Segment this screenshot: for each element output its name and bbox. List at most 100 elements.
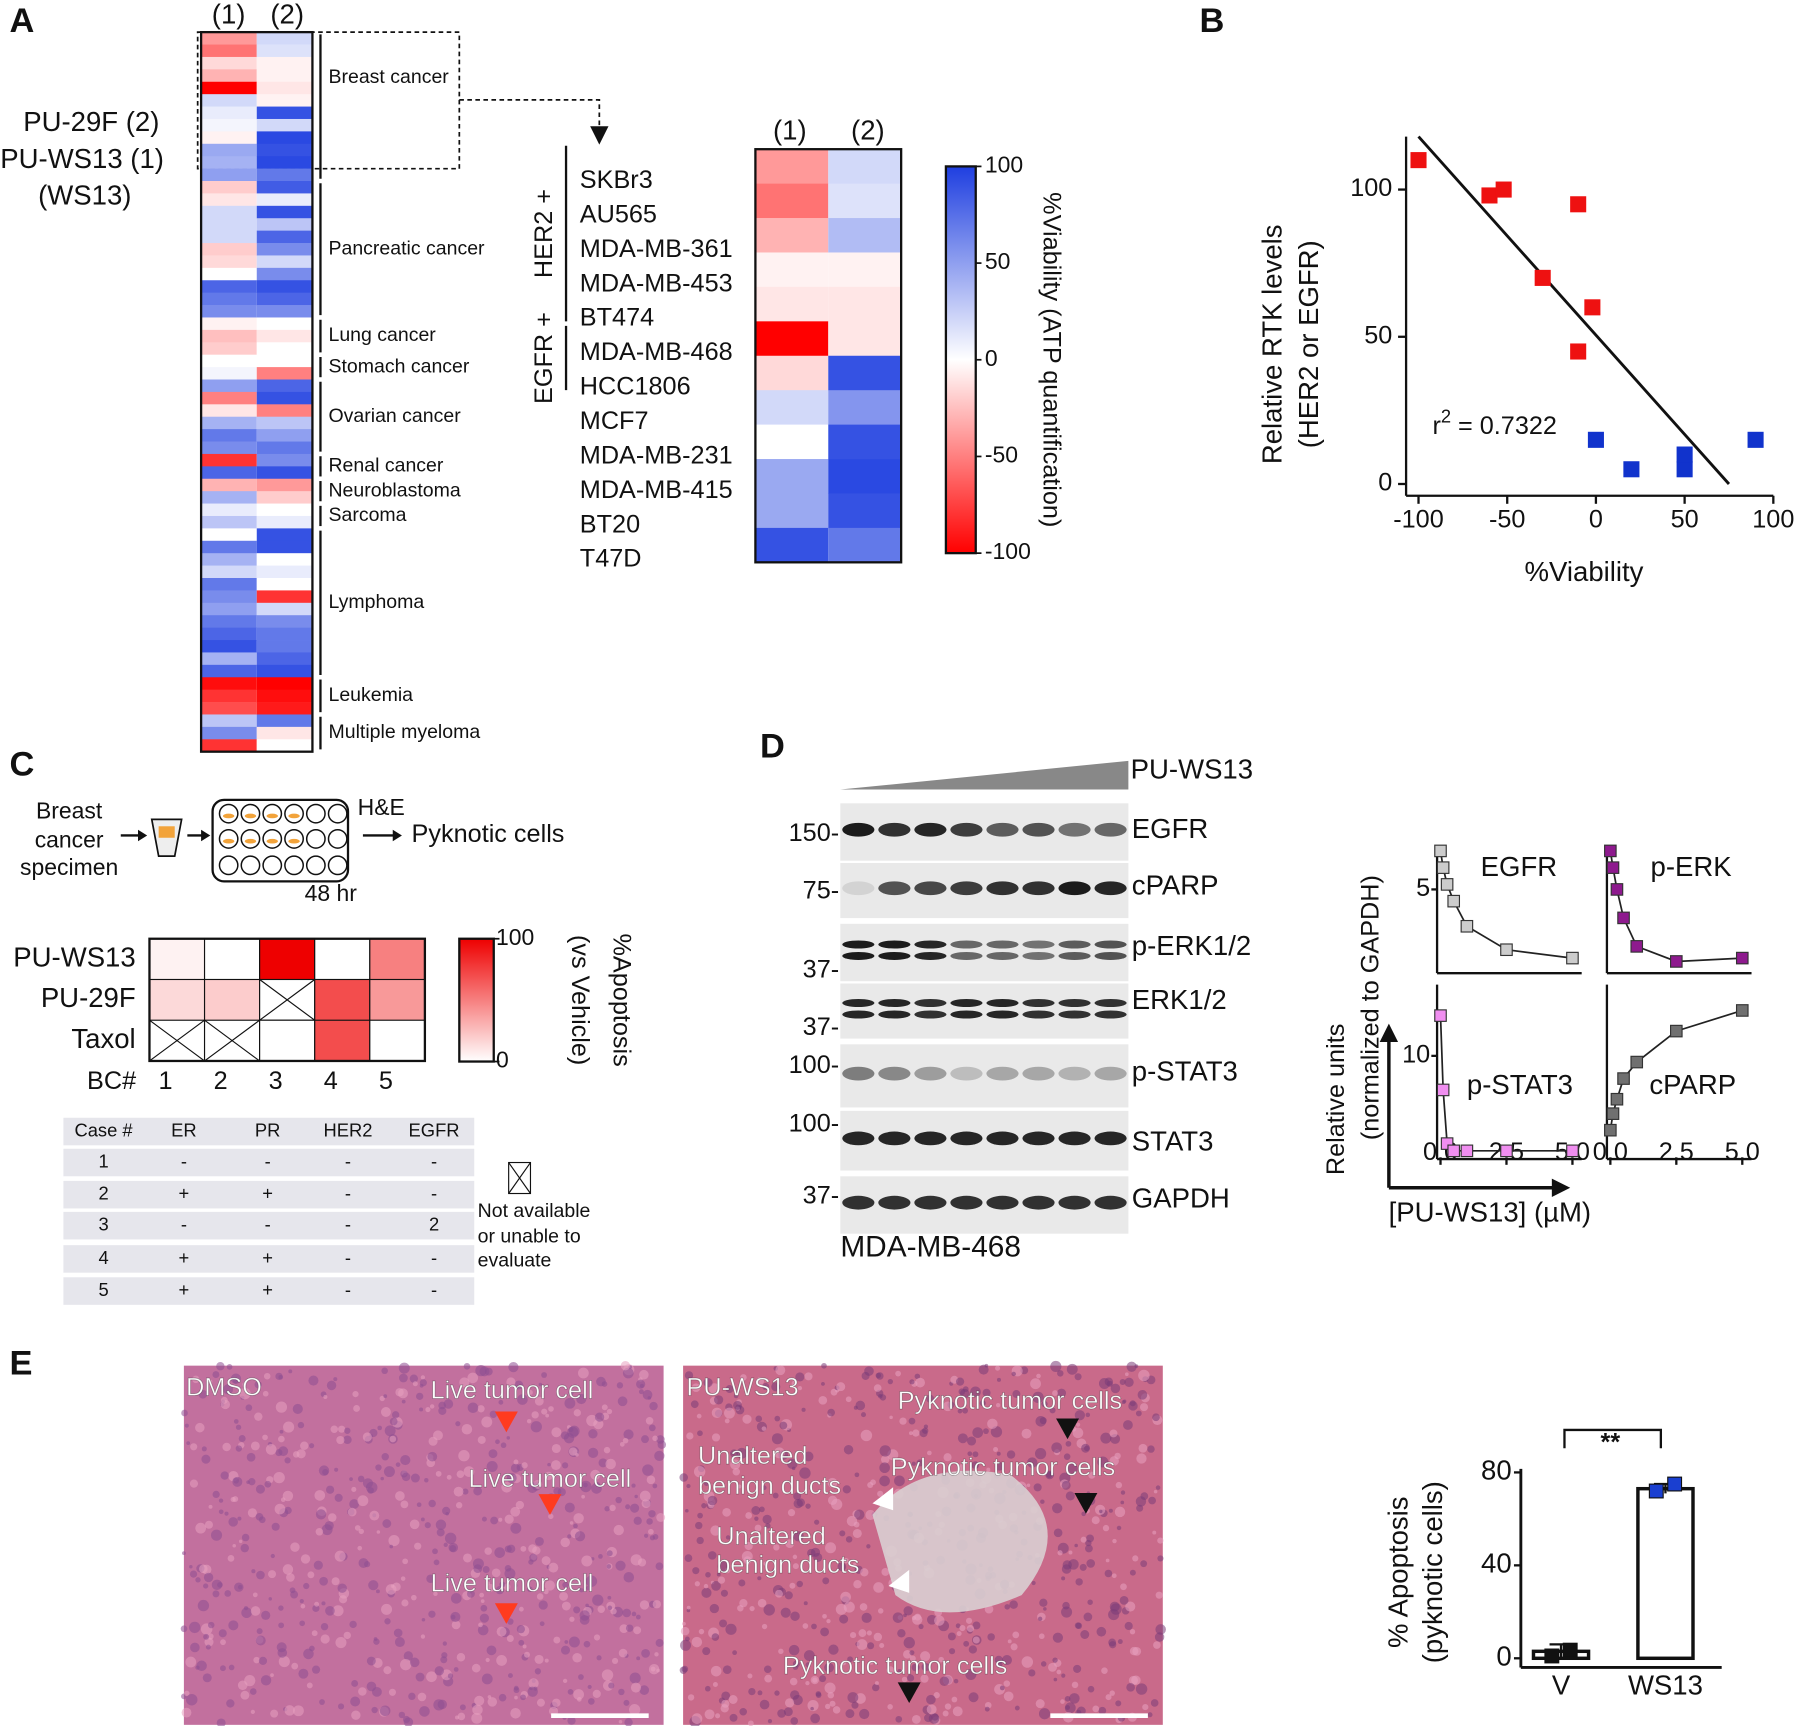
cell-texture (1075, 1622, 1083, 1630)
cell-texture (755, 1377, 764, 1386)
blot-band (986, 881, 1019, 896)
cell-texture (807, 1699, 819, 1712)
cell-texture (968, 1645, 977, 1654)
row-label: BT474 (580, 304, 654, 332)
cell-texture (240, 1543, 249, 1553)
cell-texture (860, 1412, 867, 1418)
cell-texture (984, 1706, 990, 1712)
cell-texture (1152, 1413, 1160, 1422)
cell-texture (208, 1621, 215, 1629)
heatmap-cell (201, 391, 257, 405)
cell-texture (398, 1711, 406, 1719)
table-cell: - (181, 1213, 187, 1234)
cell-texture (428, 1499, 436, 1508)
cell-texture (982, 1388, 991, 1397)
cell-texture (1065, 1440, 1072, 1447)
cell-texture (911, 1461, 916, 1466)
cell-texture (579, 1588, 584, 1593)
cell-texture (351, 1486, 357, 1492)
cell-texture (573, 1689, 584, 1700)
well-tissue (222, 838, 235, 844)
cell-texture (622, 1437, 629, 1444)
cell-texture (704, 1685, 711, 1692)
cell-texture (233, 1419, 239, 1424)
cell-texture (486, 1645, 497, 1656)
heatmap-cell (201, 218, 257, 231)
table-cell: 5 (98, 1279, 108, 1300)
x-tick-label: 2.5 (1659, 1138, 1694, 1166)
blot-band (1022, 951, 1055, 960)
data-point (1667, 1476, 1683, 1492)
cell-texture (1060, 1699, 1065, 1704)
cell-texture (730, 1449, 739, 1458)
na-cross (259, 979, 316, 1021)
cell-texture (204, 1637, 214, 1647)
cell-texture (725, 1385, 734, 1394)
cell-texture (687, 1694, 695, 1701)
cell-texture (739, 1598, 748, 1608)
cell-texture (778, 1648, 784, 1655)
cell-texture (926, 1694, 936, 1705)
cell-texture (243, 1606, 249, 1611)
cell-texture (255, 1484, 265, 1494)
cell-texture (1108, 1638, 1117, 1647)
cell-texture (847, 1692, 859, 1703)
cell-texture (822, 1577, 830, 1585)
heatmap-cell (256, 540, 313, 554)
cell-texture (306, 1682, 313, 1689)
cell-texture (642, 1464, 654, 1476)
blot-band (878, 1010, 911, 1019)
cell-texture (957, 1408, 963, 1414)
cell-texture (887, 1378, 894, 1385)
cell-texture (1120, 1583, 1127, 1591)
cell-texture (320, 1634, 330, 1644)
cell-texture (419, 1383, 424, 1388)
trend-line (1417, 135, 1731, 485)
blot-band (842, 1066, 875, 1081)
cell-texture (810, 1713, 820, 1724)
cell-texture (201, 1446, 207, 1452)
heatmap-cell (314, 1019, 371, 1062)
cell-texture (292, 1705, 304, 1717)
cell-texture (401, 1472, 411, 1482)
cell-texture (686, 1432, 694, 1440)
cell-texture (288, 1369, 293, 1374)
cell-texture (419, 1407, 424, 1412)
heatmap-cell (203, 938, 261, 981)
cell-texture (369, 1510, 380, 1521)
cell-texture (999, 1685, 1005, 1691)
annotation: Unaltered (716, 1522, 825, 1550)
heatmap-cell (201, 404, 257, 418)
cell-texture (805, 1503, 811, 1509)
cell-texture (237, 1680, 248, 1691)
heatmap-cell (201, 714, 257, 728)
heatmap-cell (256, 305, 313, 318)
cell-texture (481, 1516, 487, 1522)
cell-texture (383, 1666, 392, 1675)
annotation: benign ducts (716, 1551, 859, 1579)
well (327, 855, 348, 876)
cell-texture (246, 1480, 250, 1485)
heatmap-cell (828, 218, 902, 253)
well (305, 828, 326, 849)
blot-band (950, 1010, 983, 1019)
cell-texture (983, 1428, 989, 1435)
cell-texture (564, 1397, 576, 1409)
cell-texture (625, 1504, 631, 1510)
cell-texture (633, 1516, 642, 1525)
cell-texture (560, 1645, 570, 1655)
cell-texture (1110, 1603, 1122, 1615)
cell-texture (624, 1718, 633, 1726)
cell-texture (851, 1701, 859, 1709)
cell-texture (596, 1655, 602, 1661)
cell-texture (524, 1651, 530, 1658)
cell-texture (212, 1590, 220, 1598)
well-tissue (288, 838, 300, 844)
micrograph (183, 1365, 664, 1725)
cell-texture (603, 1446, 611, 1454)
cell-texture (908, 1417, 916, 1425)
scheme-text: Breast (36, 798, 103, 824)
scatter-point (1495, 181, 1512, 198)
cell-texture (388, 1688, 396, 1696)
cell-texture (228, 1664, 235, 1671)
